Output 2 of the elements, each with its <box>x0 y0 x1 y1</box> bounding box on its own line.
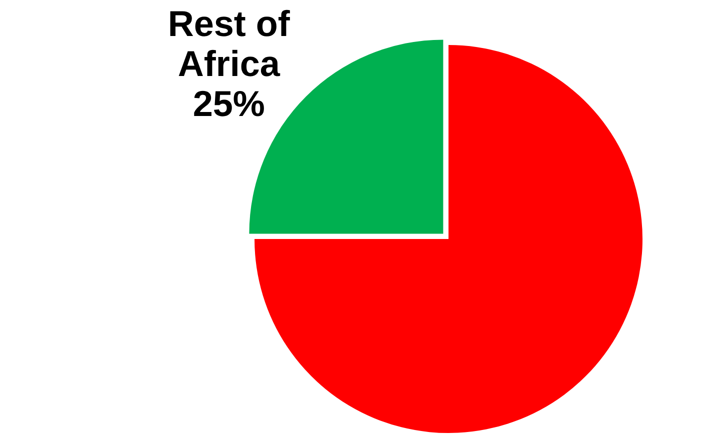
slice-label: Rest of Africa <box>168 2 291 84</box>
data-label: 25% <box>192 82 265 124</box>
